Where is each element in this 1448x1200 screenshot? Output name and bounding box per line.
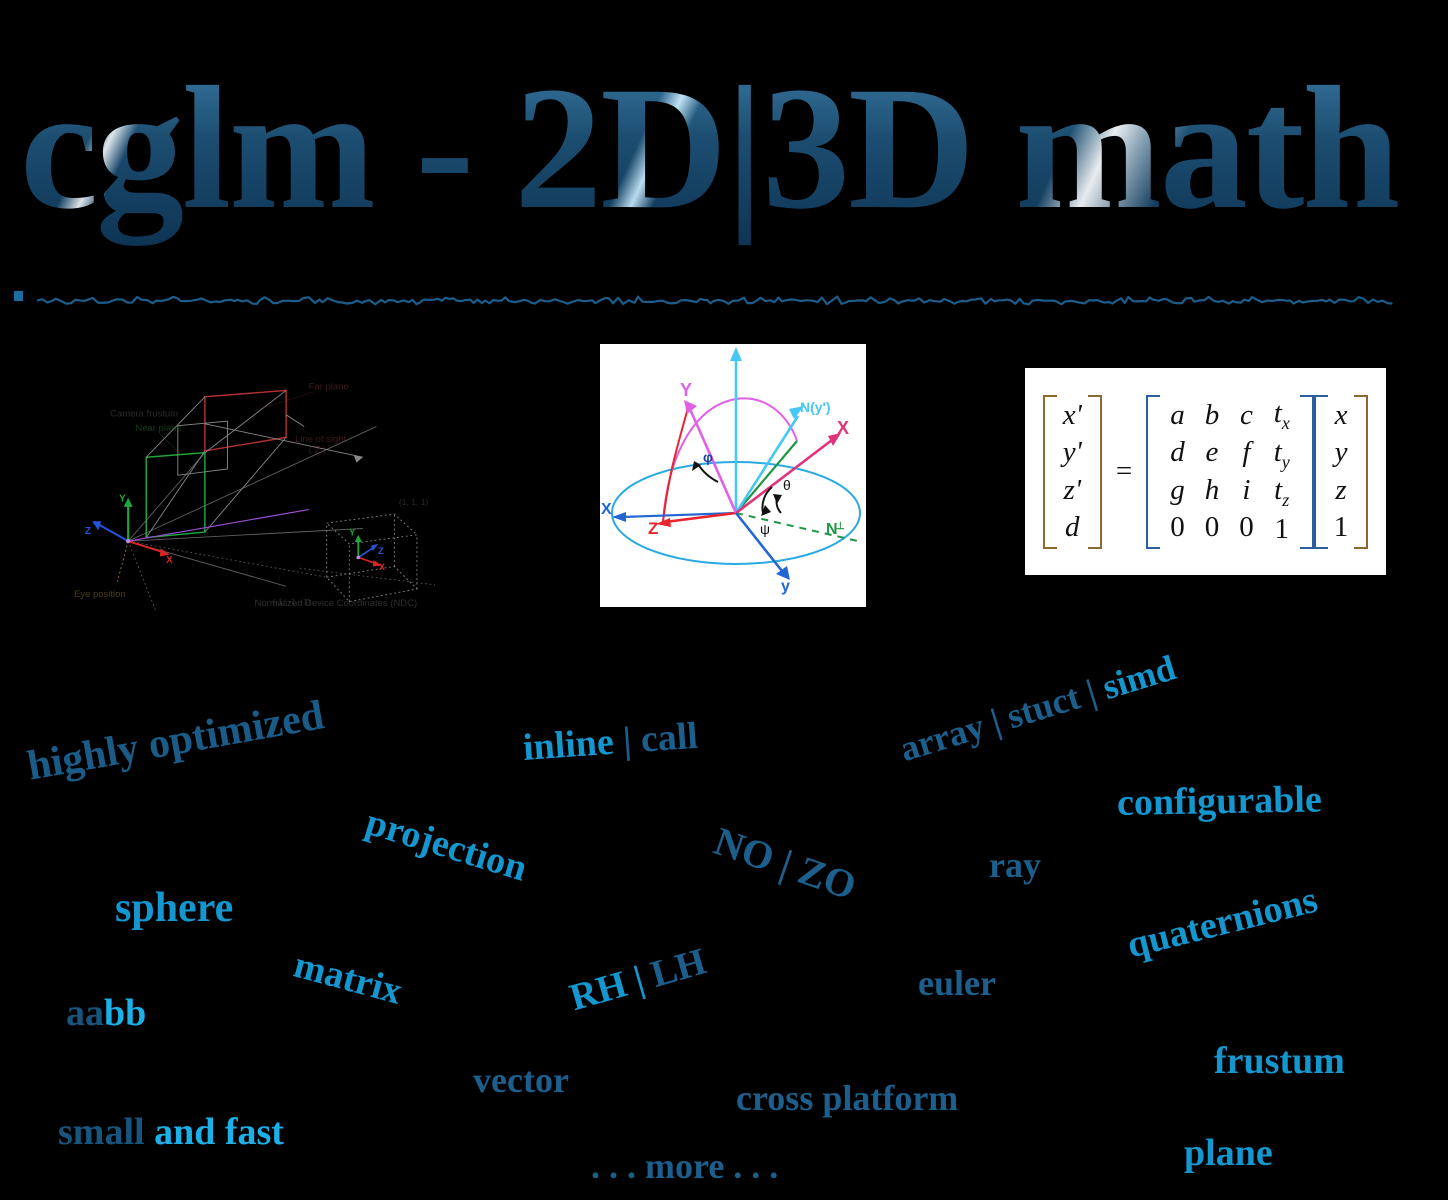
svg-text:Y: Y	[349, 528, 355, 538]
svg-text:Far plane: Far plane	[309, 382, 349, 393]
svg-text:⊥: ⊥	[836, 521, 845, 532]
svg-text:(1, 1, 1): (1, 1, 1)	[399, 497, 429, 507]
svg-text:X: X	[379, 562, 385, 572]
svg-text:N(y'): N(y')	[800, 399, 831, 415]
svg-text:X: X	[837, 418, 849, 438]
svg-text:φ: φ	[703, 449, 713, 465]
svg-text:( Z ): ( Z )	[309, 445, 326, 456]
svg-text:Camera frustum: Camera frustum	[110, 409, 178, 420]
svg-text:Normalized Device Coordinates: Normalized Device Coordinates (NDC)	[255, 598, 418, 609]
svg-text:y: y	[781, 578, 790, 595]
svg-text:Z: Z	[378, 546, 384, 556]
svg-text:Z: Z	[85, 526, 91, 537]
svg-text:ψ: ψ	[760, 521, 770, 537]
svg-text:θ: θ	[783, 477, 791, 493]
svg-text:X: X	[166, 555, 173, 566]
svg-text:Eye position: Eye position	[74, 589, 126, 600]
svg-text:Y: Y	[119, 493, 126, 504]
svg-text:Line of sight: Line of sight	[295, 434, 346, 445]
svg-text:Y: Y	[680, 380, 692, 400]
svg-text:Z: Z	[648, 519, 658, 538]
svg-text:X: X	[601, 501, 612, 518]
svg-text:Near plane: Near plane	[135, 423, 181, 434]
